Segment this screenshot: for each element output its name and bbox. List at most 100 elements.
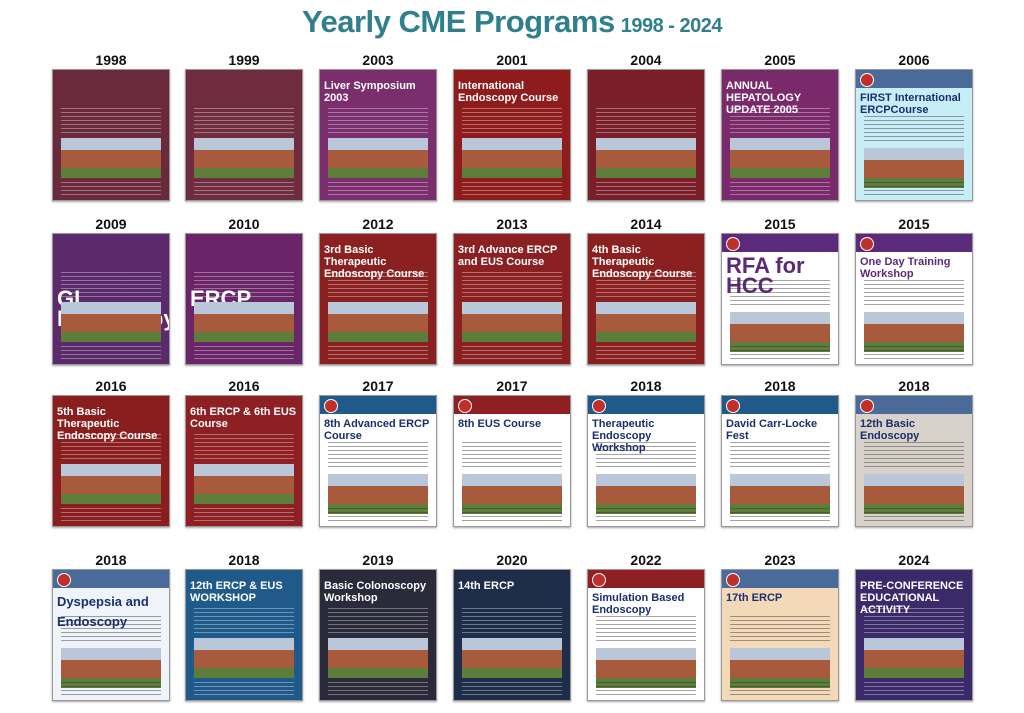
poster-body-text — [328, 108, 428, 134]
poster-body-text — [61, 272, 161, 298]
poster-year: 2015 — [898, 216, 930, 232]
poster-card: 2018 12th Basic Endoscopy — [855, 378, 973, 527]
poster-footer-text — [596, 508, 696, 522]
building-photo — [462, 138, 562, 178]
poster-card: 2012 3rd Basic Therapeutic Endoscopy Cour… — [319, 216, 437, 365]
poster-header-band — [722, 234, 838, 252]
poster-footer-text — [328, 682, 428, 696]
poster-footer-text — [61, 682, 161, 696]
poster-year: 2018 — [95, 552, 127, 568]
poster-image: 3rd Basic Therapeutic Endoscopy Course — [319, 233, 437, 365]
poster-body-text — [864, 608, 964, 634]
poster-card: 2005 ANNUAL HEPATOLOGY UPDATE 2005 — [721, 52, 839, 201]
poster-year: 2024 — [898, 552, 930, 568]
poster-image: 4th Basic Therapeutic Endoscopy Course — [587, 233, 705, 365]
building-photo — [864, 312, 964, 352]
poster-heading: ANNUAL HEPATOLOGY UPDATE 2005 — [726, 80, 801, 116]
poster-card: 2022 Simulation Based Endoscopy — [587, 552, 705, 701]
building-photo — [864, 474, 964, 514]
poster-body-text — [596, 108, 696, 134]
poster-footer-text — [194, 508, 294, 522]
poster-body-text — [462, 608, 562, 634]
building-photo — [864, 148, 964, 188]
building-photo — [328, 138, 428, 178]
title-main: Yearly CME Programs — [302, 4, 615, 39]
building-photo — [61, 648, 161, 688]
building-photo — [730, 648, 830, 688]
poster-image: Therapeutic Endoscopy Workshop — [587, 395, 705, 527]
poster-image: David Carr-Locke Fest — [721, 395, 839, 527]
building-photo — [61, 138, 161, 178]
logo-icon — [860, 73, 874, 87]
poster-year: 2018 — [898, 378, 930, 394]
poster-card: 2017 8th EUS Course — [453, 378, 571, 527]
poster-card: 2018 Therapeutic Endoscopy Workshop — [587, 378, 705, 527]
poster-year: 2012 — [362, 216, 394, 232]
poster-body-text — [730, 280, 830, 306]
poster-card: 2016 6th ERCP & 6th EUS Course — [185, 378, 303, 527]
poster-footer-text — [596, 182, 696, 196]
poster-year: 2005 — [764, 52, 796, 68]
poster-year: 2019 — [362, 552, 394, 568]
building-photo — [730, 312, 830, 352]
logo-icon — [592, 573, 606, 587]
poster-body-text — [730, 616, 830, 642]
poster-header-band — [856, 396, 972, 414]
building-photo — [194, 138, 294, 178]
poster-body-text — [462, 272, 562, 298]
poster-card: 2016 5th Basic Therapeutic Endoscopy Cour… — [52, 378, 170, 527]
poster-image: 6th ERCP & 6th EUS Course — [185, 395, 303, 527]
poster-heading: 6th ERCP & 6th EUS Course — [190, 406, 297, 430]
poster-footer-text — [61, 182, 161, 196]
poster-heading: David Carr-Locke Fest — [726, 418, 818, 442]
poster-body-text — [328, 608, 428, 634]
poster-image: 14th ERCP — [453, 569, 571, 701]
poster-card: 1998 — [52, 52, 170, 201]
poster-heading: 12th Basic Endoscopy — [860, 418, 920, 442]
poster-body-text — [730, 108, 830, 134]
poster-card: 2010 ERCP — [185, 216, 303, 365]
poster-image: Dyspepsia and Endoscopy — [52, 569, 170, 701]
poster-year: 2018 — [764, 378, 796, 394]
poster-heading: Liver Symposium 2003 — [324, 80, 416, 104]
poster-heading: Basic Colonoscopy Workshop — [324, 580, 427, 604]
poster-body-text — [328, 442, 428, 468]
poster-header-band — [856, 234, 972, 252]
poster-card: 2001 International Endoscopy Course — [453, 52, 571, 201]
poster-image: International Endoscopy Course — [453, 69, 571, 201]
poster-card: 2018 Dyspepsia and Endoscopy — [52, 552, 170, 701]
building-photo — [328, 638, 428, 678]
poster-image: RFA for HCC — [721, 233, 839, 365]
logo-icon — [592, 399, 606, 413]
poster-image: One Day Training Workshop — [855, 233, 973, 365]
poster-footer-text — [462, 508, 562, 522]
poster-card: 2024 PRE-CONFERENCE EDUCATIONAL ACTIVITY — [855, 552, 973, 701]
poster-footer-text — [462, 682, 562, 696]
poster-body-text — [730, 442, 830, 468]
poster-year: 2015 — [764, 216, 796, 232]
building-photo — [194, 302, 294, 342]
poster-footer-text — [730, 346, 830, 360]
poster-image: 5th Basic Therapeutic Endoscopy Course — [52, 395, 170, 527]
poster-card: 2006 FIRST International ERCPCourse — [855, 52, 973, 201]
poster-heading: 3rd Advance ERCP and EUS Course — [458, 244, 558, 268]
poster-year: 2013 — [496, 216, 528, 232]
poster-body-text — [194, 272, 294, 298]
poster-footer-text — [194, 182, 294, 196]
poster-card: 2019 Basic Colonoscopy Workshop — [319, 552, 437, 701]
poster-year: 2010 — [228, 216, 260, 232]
poster-image — [587, 69, 705, 201]
poster-footer-text — [462, 182, 562, 196]
poster-card: 2020 14th ERCP — [453, 552, 571, 701]
poster-image: Basic Colonoscopy Workshop — [319, 569, 437, 701]
building-photo — [596, 302, 696, 342]
poster-heading: 5th Basic Therapeutic Endoscopy Course — [57, 406, 158, 442]
building-photo — [730, 138, 830, 178]
poster-heading: International Endoscopy Course — [458, 80, 559, 104]
poster-footer-text — [194, 682, 294, 696]
poster-year: 2016 — [95, 378, 127, 394]
poster-year: 2009 — [95, 216, 127, 232]
page-title: Yearly CME Programs 1998 - 2024 — [0, 4, 1024, 40]
poster-image: PRE-CONFERENCE EDUCATIONAL ACTIVITY — [855, 569, 973, 701]
